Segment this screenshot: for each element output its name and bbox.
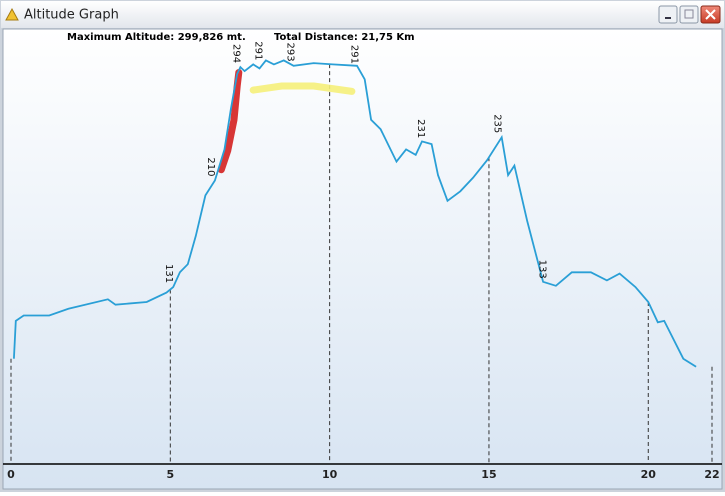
x-tick-label: 10 <box>322 468 338 481</box>
altitude-line <box>13 59 697 368</box>
point-label: 131 <box>163 264 174 283</box>
point-label: 231 <box>415 119 426 138</box>
x-tick-label: 5 <box>166 468 174 481</box>
point-label: 293 <box>285 43 296 62</box>
x-tick-label: 20 <box>641 468 657 481</box>
title-bar <box>1 1 724 28</box>
point-label: 133 <box>536 260 547 279</box>
max-altitude: Maximum Altitude: 299,826 mt. <box>67 32 246 43</box>
chart: Maximum Altitude: 299,826 mt. Total Dista… <box>3 32 722 481</box>
minimize-icon <box>665 17 671 19</box>
total-distance: Total Distance: 21,75 Km <box>274 32 415 43</box>
x-tick-label: 0 <box>7 468 15 481</box>
highlight <box>217 69 243 174</box>
maximize-icon <box>684 9 694 19</box>
window-title: Altitude Graph <box>24 8 119 23</box>
maximize-button[interactable] <box>679 5 699 24</box>
point-label: 235 <box>492 114 503 133</box>
point-label: 294 <box>230 44 241 63</box>
close-icon <box>705 9 716 20</box>
minimize-button[interactable] <box>658 5 678 24</box>
point-label: 210 <box>205 157 216 176</box>
point-label: 291 <box>348 45 359 64</box>
x-tick-label: 15 <box>481 468 496 481</box>
plot-area <box>2 28 723 490</box>
x-tick-label: 22 <box>704 468 719 481</box>
highlight <box>249 82 356 95</box>
point-label: 291 <box>253 41 264 60</box>
app-icon <box>5 7 19 21</box>
